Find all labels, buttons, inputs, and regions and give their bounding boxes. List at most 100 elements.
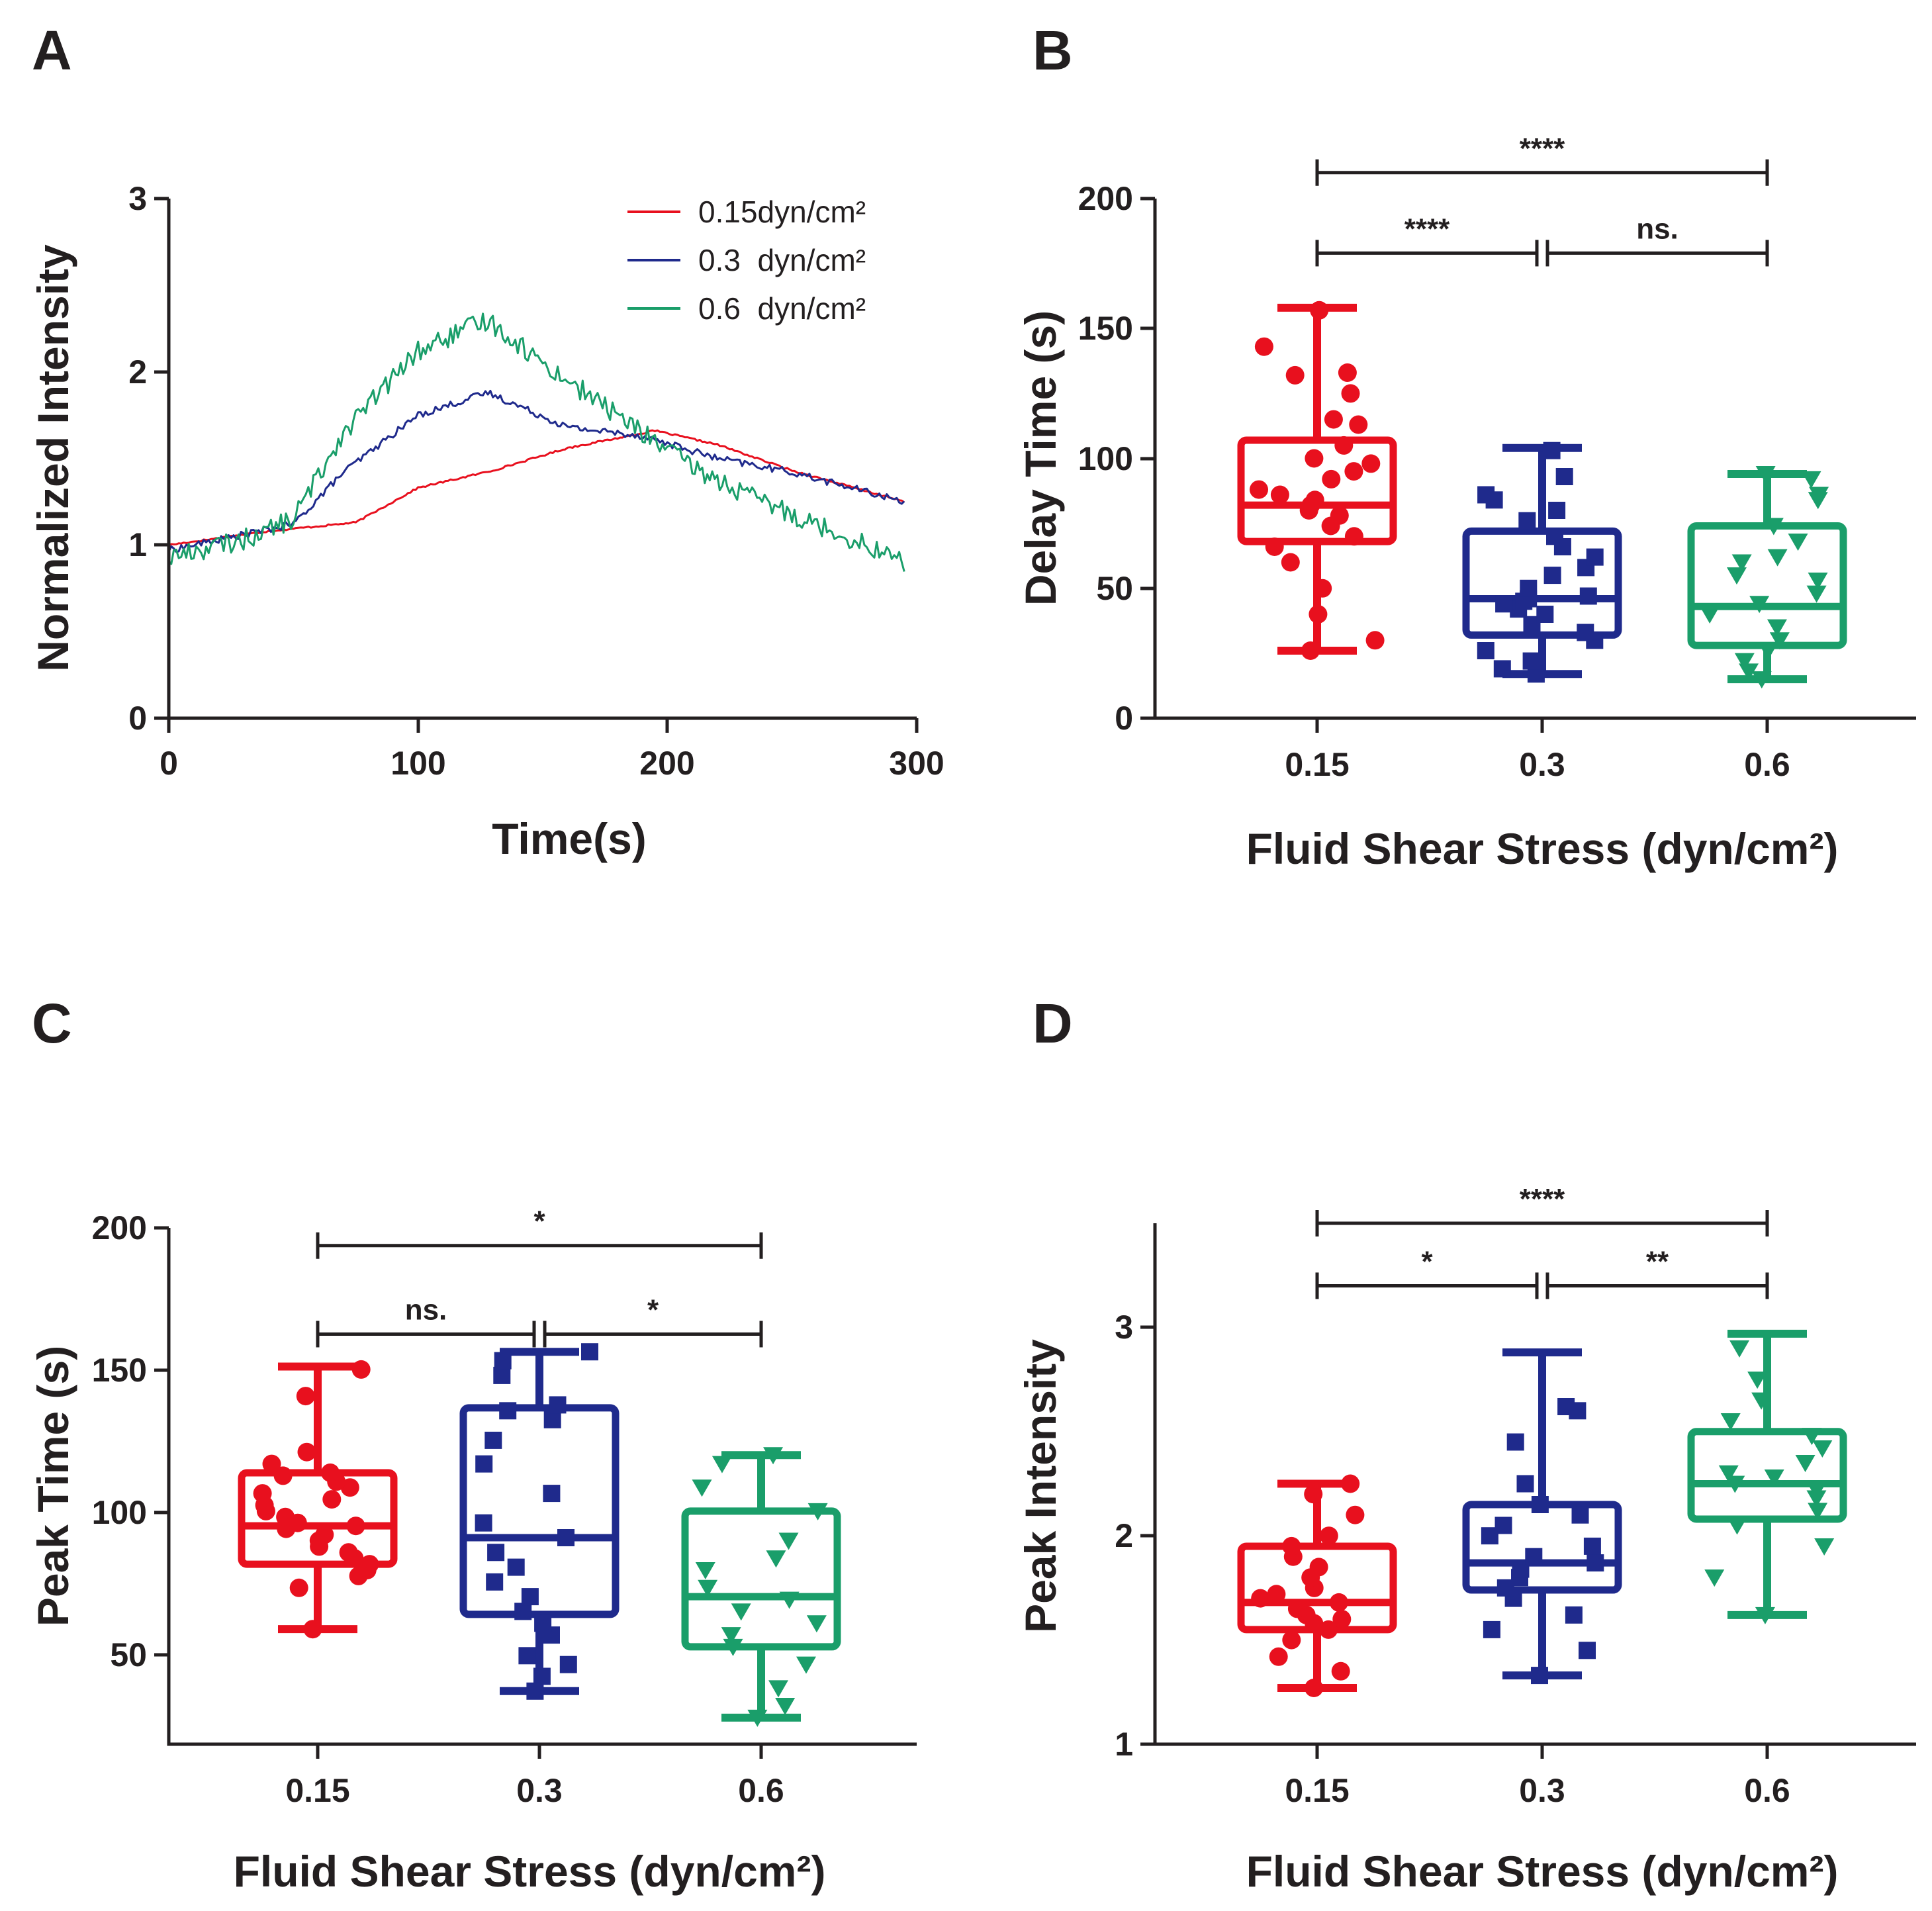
data-point <box>1543 442 1561 459</box>
panel-c-box-plot: C * ns. * 50 100 150 200 0.15 0.3 0.6 Flui… <box>28 992 917 1896</box>
data-point <box>475 1455 493 1473</box>
data-point <box>1265 537 1284 556</box>
data-point <box>351 1360 371 1379</box>
panel-a-x-tick-label: 200 <box>639 745 694 782</box>
panel-c-x-ticks: 0.15 0.3 0.6 <box>285 1744 784 1809</box>
data-point <box>276 1507 295 1526</box>
data-point <box>581 1343 598 1361</box>
significance-label: * <box>533 1205 545 1238</box>
data-point <box>796 1656 816 1674</box>
series-line-0.6 <box>167 312 905 572</box>
panel-d-x-tick-label: 0.6 <box>1744 1772 1790 1809</box>
data-point <box>1287 1599 1307 1618</box>
data-point <box>1344 462 1363 481</box>
data-point <box>1704 1569 1725 1587</box>
data-point <box>1330 506 1349 525</box>
significance-label: **** <box>1520 1183 1565 1215</box>
panel-c-y-tick-label: 50 <box>110 1636 147 1673</box>
data-point <box>1324 410 1343 429</box>
data-point <box>1518 512 1536 530</box>
data-point <box>1477 486 1495 504</box>
data-point <box>1282 1536 1301 1556</box>
data-point <box>289 1578 308 1597</box>
data-point <box>533 1667 551 1685</box>
data-point <box>514 1603 532 1620</box>
series-line-0.3 <box>167 389 905 553</box>
data-point <box>549 1396 567 1414</box>
box-iqr <box>681 1507 841 1651</box>
data-point <box>1806 1481 1827 1499</box>
panel-b-y-tick-label: 150 <box>1078 310 1133 347</box>
data-point <box>1349 415 1368 434</box>
data-point <box>1319 1526 1338 1546</box>
panel-a-x-axis-title: Time(s) <box>492 814 647 863</box>
data-point <box>1755 466 1776 484</box>
significance-bracket: * <box>543 1294 763 1348</box>
box-group-0.3 <box>1462 1348 1622 1685</box>
data-point <box>486 1573 504 1591</box>
data-point <box>766 1550 786 1568</box>
panel-a-y-tick-label: 0 <box>128 700 147 737</box>
significance-bracket: * <box>316 1205 763 1259</box>
data-point <box>779 1591 800 1609</box>
box-group-0.3 <box>459 1343 620 1700</box>
panel-a-x-tick-label: 100 <box>391 745 445 782</box>
panel-a-y-axis-title: Normalized Intensity <box>28 244 77 672</box>
box-group-0.6 <box>1687 1329 1847 1624</box>
data-point <box>1334 436 1354 455</box>
panel-a-x-tick-label: 0 <box>160 745 178 782</box>
data-point <box>731 1603 751 1621</box>
data-point <box>1309 1558 1328 1577</box>
data-point <box>1548 502 1566 519</box>
panel-a-y-tick-label: 3 <box>128 180 147 217</box>
data-point <box>1525 1548 1543 1565</box>
data-point <box>723 1638 743 1656</box>
panel-c-boxes-group: * ns. * <box>238 1205 841 1727</box>
data-point <box>1806 585 1827 603</box>
data-point <box>262 1454 281 1473</box>
box-group-0.15 <box>238 1360 398 1639</box>
data-point <box>1579 1642 1596 1659</box>
panel-a-series-group <box>167 312 905 572</box>
data-point <box>1341 1474 1360 1493</box>
data-point <box>1726 567 1747 585</box>
panel-c-y-tick-label: 150 <box>92 1352 147 1389</box>
data-point <box>721 1627 741 1645</box>
data-point <box>1802 1428 1822 1446</box>
data-point <box>346 1516 365 1536</box>
data-point <box>526 1682 544 1700</box>
data-point <box>273 1466 293 1485</box>
significance-label: ns. <box>1636 212 1679 245</box>
data-point <box>712 1456 732 1473</box>
box-group-0.3 <box>1462 442 1622 683</box>
data-point <box>543 1411 561 1428</box>
data-point <box>1763 518 1784 536</box>
data-point <box>1495 1516 1512 1534</box>
panel-d-y-tick-label: 3 <box>1115 1309 1133 1346</box>
data-point <box>534 1614 552 1632</box>
panel-d-x-ticks: 0.15 0.3 0.6 <box>1285 1744 1790 1809</box>
significance-label: ** <box>1646 1245 1669 1278</box>
data-point <box>692 1479 712 1497</box>
panel-a-y-ticks: 0 1 2 3 <box>128 180 169 737</box>
data-point <box>1586 548 1604 566</box>
data-point <box>806 1615 827 1633</box>
data-point <box>1801 471 1821 489</box>
data-point <box>507 1558 525 1576</box>
data-point <box>360 1555 379 1574</box>
data-point <box>778 1532 799 1550</box>
data-point <box>1270 485 1289 504</box>
data-point <box>1267 1585 1286 1604</box>
data-point <box>1332 1610 1352 1629</box>
panel-c-x-tick-label: 0.6 <box>738 1772 784 1809</box>
data-point <box>321 1463 340 1482</box>
data-point <box>1338 363 1357 382</box>
data-point <box>1305 449 1324 468</box>
data-point <box>339 1543 358 1562</box>
data-point <box>1747 1372 1768 1389</box>
panel-a-y-tick-label: 1 <box>128 526 147 563</box>
legend-label-0.6: 0.6 dyn/cm² <box>698 291 866 326</box>
panel-c-x-tick-label: 0.15 <box>285 1772 349 1809</box>
data-point <box>1365 631 1385 650</box>
